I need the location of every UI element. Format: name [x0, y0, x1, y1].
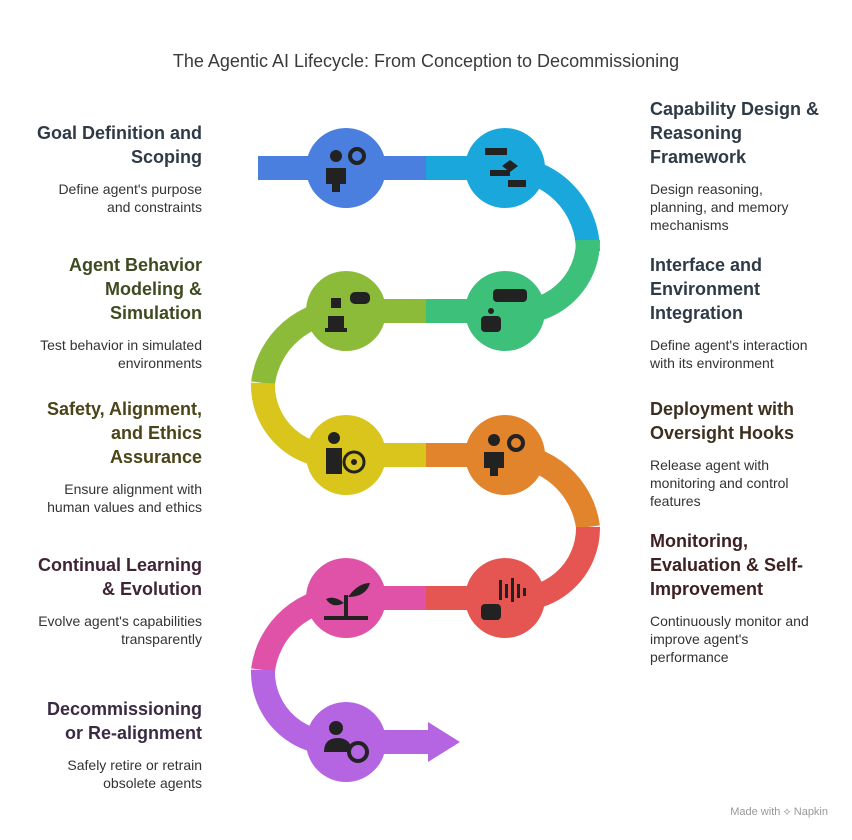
stage-capability: Capability Design & Reasoning Framework … — [650, 97, 840, 234]
stage-description: Test behavior in simulated environments — [40, 337, 202, 371]
stage-monitoring: Monitoring, Evaluation & Self- Improveme… — [650, 529, 840, 666]
stage-safety: Safety, Alignment, and Ethics Assurance … — [0, 397, 202, 516]
stage-learning: Continual Learning & Evolution Evolve ag… — [0, 553, 202, 648]
stage-description: Define agent's interaction with its envi… — [650, 337, 808, 371]
stage-title: Deployment with Oversight Hooks — [650, 399, 795, 443]
stage-goal: Goal Definition and Scoping Define agent… — [0, 121, 202, 216]
stage-title: Monitoring, Evaluation & Self- Improveme… — [650, 531, 804, 599]
stage-title: Decommissioning or Re-alignment — [46, 699, 202, 743]
flowchart-icon — [485, 148, 526, 187]
node-interface — [465, 271, 545, 351]
stage-title: Safety, Alignment, and Ethics Assurance — [46, 399, 202, 467]
person-gear-icon — [484, 434, 525, 476]
stage-description: Ensure alignment with human values and e… — [47, 481, 202, 515]
stage-description: Release agent with monitoring and contro… — [650, 457, 789, 509]
growth-plant-icon — [324, 583, 370, 620]
stage-title: Continual Learning & Evolution — [38, 555, 202, 599]
person-gear-icon — [326, 147, 366, 192]
stage-interface: Interface and Environment Integration De… — [650, 253, 840, 372]
person-target-icon — [326, 432, 366, 474]
node-deployment — [465, 415, 545, 495]
stage-description: Evolve agent's capabilities transparentl… — [38, 613, 202, 647]
stage-description: Continuously monitor and improve agent's… — [650, 613, 809, 665]
robot-gamepad-icon — [481, 289, 527, 332]
stage-description: Safely retire or retrain obsolete agents — [67, 757, 202, 791]
napkin-credit[interactable]: Made with ⟡ Napkin — [730, 806, 828, 818]
stage-title: Goal Definition and Scoping — [37, 123, 202, 167]
node-behavior — [306, 271, 386, 351]
robot-soundwave-icon — [481, 578, 526, 620]
stage-title: Capability Design & Reasoning Framework — [650, 99, 820, 167]
stage-description: Define agent's purpose and constraints — [58, 181, 202, 215]
stage-deployment: Deployment with Oversight Hooks Release … — [650, 397, 840, 510]
stage-decommission: Decommissioning or Re-alignment Safely r… — [0, 697, 202, 792]
stage-title: Interface and Environment Integration — [650, 255, 763, 323]
stage-behavior: Agent Behavior Modeling & Simulation Tes… — [0, 253, 202, 372]
stage-description: Design reasoning, planning, and memory m… — [650, 181, 789, 233]
vr-laptop-icon — [325, 292, 370, 332]
arrow-head — [428, 722, 460, 762]
page-title: The Agentic AI Lifecycle: From Conceptio… — [172, 51, 680, 71]
person-refresh-icon — [324, 721, 369, 763]
stage-title: Agent Behavior Modeling & Simulation — [68, 255, 202, 323]
